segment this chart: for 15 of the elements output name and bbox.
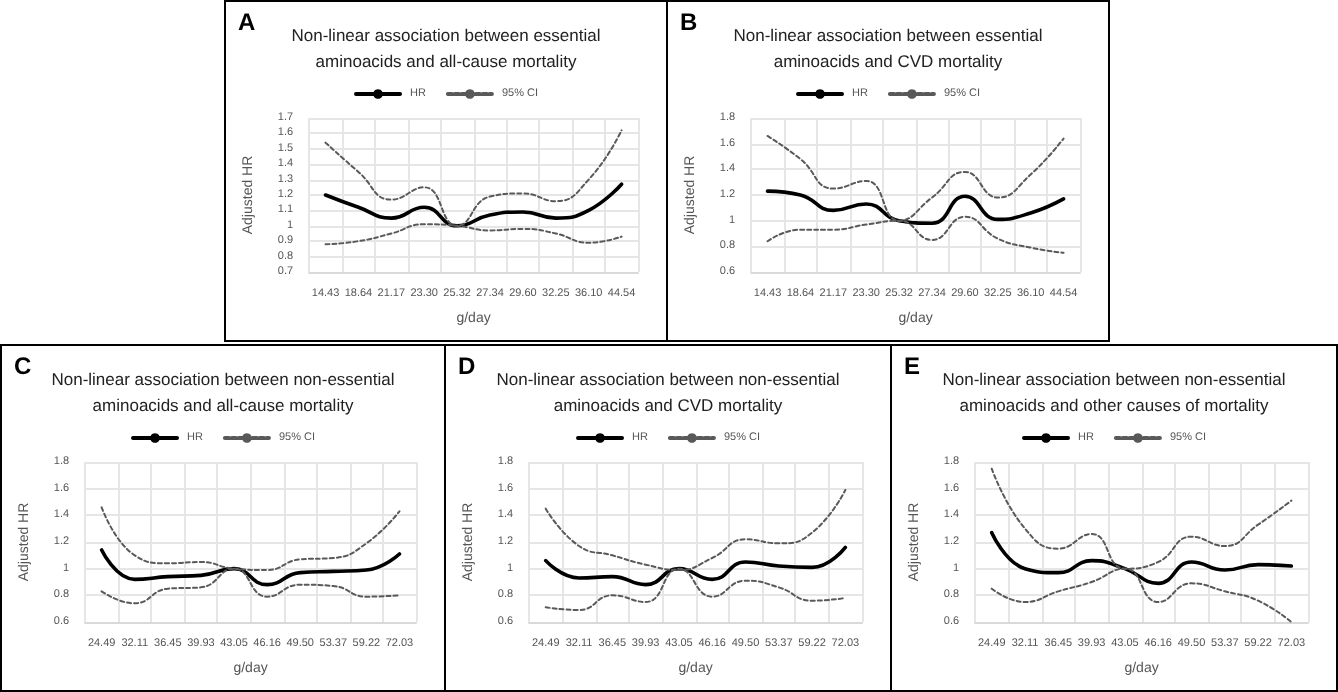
text: D (458, 352, 476, 380)
line-series (765, 189, 1066, 226)
chart-title: Non-linear association between non-essential aminoacids and other causes of mortality (942, 369, 1286, 415)
line-series (323, 182, 624, 228)
text: E (904, 352, 921, 380)
chart-title: Non-linear association between non-essential aminoacids and all-cause mortality (51, 369, 395, 415)
line-series (99, 548, 402, 587)
text: C (14, 352, 32, 380)
chart-title: Non-linear association between non-essential aminoacids and CVD mortality (496, 369, 840, 415)
line-series (543, 545, 848, 587)
text: A (238, 8, 256, 36)
text: B (680, 8, 698, 36)
chart-title: Non-linear association between essential aminoacids and CVD mortality (733, 25, 1043, 71)
line-series (989, 530, 1294, 586)
chart-title: Non-linear association between essential aminoacids and all-cause mortality (291, 25, 601, 71)
